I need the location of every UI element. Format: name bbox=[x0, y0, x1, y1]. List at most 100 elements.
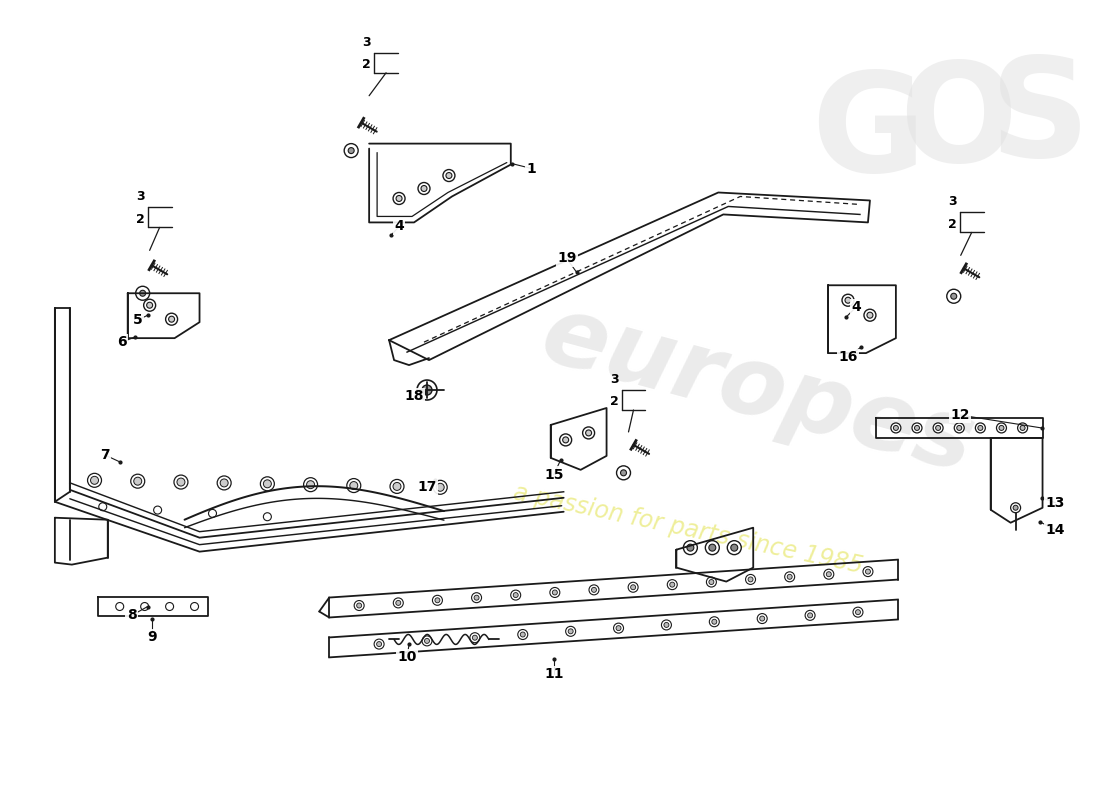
Text: 3: 3 bbox=[363, 36, 371, 49]
Circle shape bbox=[705, 541, 719, 554]
Circle shape bbox=[997, 423, 1006, 433]
Circle shape bbox=[518, 630, 528, 639]
Text: 4: 4 bbox=[851, 300, 861, 314]
Circle shape bbox=[976, 423, 986, 433]
Text: O: O bbox=[899, 56, 1016, 191]
Text: 4: 4 bbox=[394, 219, 404, 234]
Text: 7: 7 bbox=[100, 448, 110, 462]
Circle shape bbox=[784, 572, 794, 582]
Circle shape bbox=[432, 595, 442, 606]
Text: 2: 2 bbox=[136, 213, 145, 226]
Circle shape bbox=[978, 426, 982, 430]
Text: 2: 2 bbox=[948, 218, 957, 231]
Text: 18: 18 bbox=[405, 389, 424, 403]
Circle shape bbox=[630, 585, 636, 590]
Circle shape bbox=[616, 466, 630, 480]
Text: 2: 2 bbox=[362, 58, 371, 71]
Text: 8: 8 bbox=[126, 609, 136, 622]
Circle shape bbox=[350, 482, 358, 490]
Circle shape bbox=[936, 426, 940, 430]
Circle shape bbox=[565, 626, 575, 636]
Circle shape bbox=[760, 616, 764, 621]
Text: G: G bbox=[811, 66, 925, 201]
Circle shape bbox=[396, 601, 400, 606]
Circle shape bbox=[866, 569, 870, 574]
Circle shape bbox=[999, 426, 1004, 430]
Circle shape bbox=[304, 478, 318, 492]
Circle shape bbox=[135, 286, 150, 300]
Circle shape bbox=[99, 502, 107, 510]
Circle shape bbox=[683, 541, 697, 554]
Circle shape bbox=[472, 593, 482, 602]
Circle shape bbox=[520, 632, 526, 637]
Circle shape bbox=[730, 544, 738, 551]
Circle shape bbox=[374, 639, 384, 649]
Circle shape bbox=[560, 434, 572, 446]
Circle shape bbox=[349, 147, 354, 154]
Circle shape bbox=[805, 610, 815, 620]
Circle shape bbox=[569, 629, 573, 634]
Circle shape bbox=[261, 477, 274, 490]
Circle shape bbox=[217, 476, 231, 490]
Circle shape bbox=[588, 585, 600, 595]
Circle shape bbox=[346, 478, 361, 493]
Circle shape bbox=[891, 423, 901, 433]
Circle shape bbox=[712, 619, 717, 624]
Circle shape bbox=[140, 290, 145, 296]
Circle shape bbox=[134, 477, 142, 485]
Circle shape bbox=[418, 182, 430, 194]
Circle shape bbox=[209, 510, 217, 518]
Circle shape bbox=[396, 195, 403, 202]
Circle shape bbox=[950, 294, 957, 299]
Circle shape bbox=[757, 614, 767, 623]
Circle shape bbox=[670, 582, 674, 587]
Circle shape bbox=[864, 310, 876, 321]
Circle shape bbox=[263, 513, 272, 521]
Circle shape bbox=[628, 582, 638, 592]
Text: 11: 11 bbox=[543, 667, 563, 682]
Circle shape bbox=[141, 602, 149, 610]
Circle shape bbox=[614, 623, 624, 633]
Circle shape bbox=[583, 427, 595, 439]
Circle shape bbox=[748, 577, 754, 582]
Circle shape bbox=[706, 577, 716, 587]
Circle shape bbox=[174, 475, 188, 489]
Circle shape bbox=[510, 590, 520, 600]
Circle shape bbox=[376, 642, 382, 646]
Text: 15: 15 bbox=[543, 468, 563, 482]
Circle shape bbox=[914, 426, 920, 430]
Circle shape bbox=[417, 380, 437, 400]
Circle shape bbox=[394, 598, 404, 608]
Text: 3: 3 bbox=[136, 190, 145, 203]
Circle shape bbox=[727, 541, 741, 554]
Circle shape bbox=[856, 610, 860, 614]
Circle shape bbox=[864, 566, 873, 577]
Text: 17: 17 bbox=[417, 480, 437, 494]
Circle shape bbox=[708, 544, 716, 551]
Circle shape bbox=[746, 574, 756, 585]
Circle shape bbox=[356, 603, 362, 608]
Circle shape bbox=[154, 506, 162, 514]
Circle shape bbox=[708, 579, 714, 585]
Circle shape bbox=[434, 598, 440, 602]
Circle shape bbox=[422, 385, 432, 395]
Circle shape bbox=[146, 302, 153, 308]
Circle shape bbox=[344, 144, 359, 158]
Text: S: S bbox=[990, 51, 1089, 186]
Circle shape bbox=[422, 636, 432, 646]
Circle shape bbox=[443, 170, 455, 182]
Circle shape bbox=[788, 574, 792, 579]
Circle shape bbox=[393, 482, 402, 490]
Circle shape bbox=[88, 474, 101, 487]
Circle shape bbox=[437, 483, 444, 491]
Text: 13: 13 bbox=[1046, 496, 1065, 510]
Circle shape bbox=[472, 635, 477, 640]
Circle shape bbox=[220, 479, 228, 487]
Circle shape bbox=[421, 186, 427, 191]
Circle shape bbox=[90, 476, 99, 484]
Circle shape bbox=[354, 601, 364, 610]
Text: 3: 3 bbox=[609, 373, 618, 386]
Circle shape bbox=[867, 312, 873, 318]
Text: 14: 14 bbox=[1046, 522, 1065, 537]
Circle shape bbox=[166, 314, 177, 325]
